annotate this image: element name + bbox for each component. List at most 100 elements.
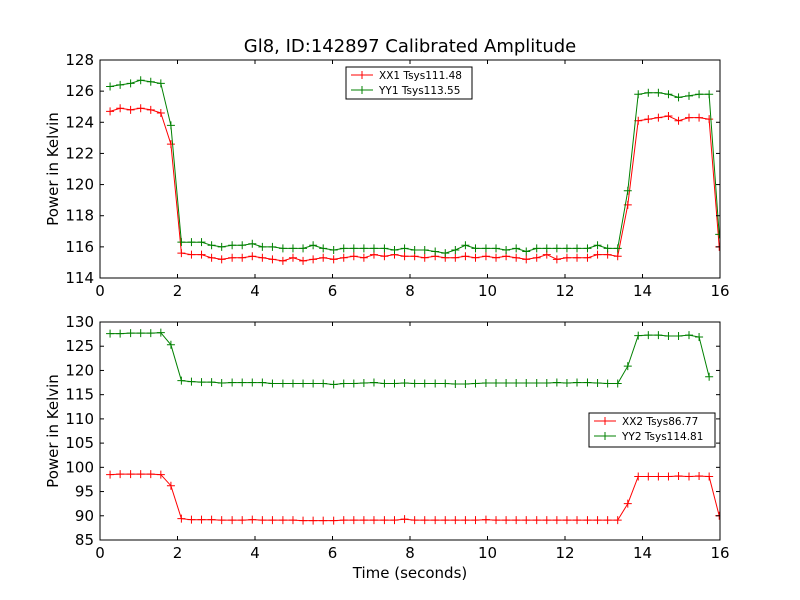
y-tick-label: 90 <box>75 507 94 525</box>
data-point <box>166 340 175 349</box>
data-point <box>573 253 582 262</box>
data-point <box>664 332 673 341</box>
legend-label: XX1 Tsys111.48 <box>379 70 462 82</box>
data-point <box>522 255 531 264</box>
data-point <box>217 242 226 251</box>
data-point <box>441 379 450 388</box>
y-tick-label: 100 <box>65 458 94 476</box>
data-point <box>248 378 257 387</box>
y-axis-label: Power in Kelvin <box>44 374 62 488</box>
data-point <box>278 244 287 253</box>
data-point <box>288 244 297 253</box>
data-point <box>146 329 155 338</box>
data-point <box>380 379 389 388</box>
legend-marker <box>601 432 609 440</box>
data-point <box>492 253 501 262</box>
y-tick-label: 85 <box>75 531 94 549</box>
data-point <box>319 379 328 388</box>
data-point <box>359 244 368 253</box>
data-point <box>674 472 683 481</box>
data-point <box>309 516 318 525</box>
data-point <box>613 244 622 253</box>
data-point <box>329 245 338 254</box>
data-point <box>420 516 429 525</box>
data-point <box>258 253 267 262</box>
data-point <box>674 116 683 125</box>
data-point <box>177 514 186 523</box>
data-point <box>685 331 693 340</box>
data-point <box>634 331 643 340</box>
data-point <box>369 516 378 525</box>
data-point <box>562 516 571 525</box>
data-point <box>197 378 206 387</box>
data-point <box>654 472 663 481</box>
x-tick-label: 8 <box>405 544 415 562</box>
data-point <box>339 253 348 262</box>
data-point <box>705 115 714 124</box>
y-tick-label: 116 <box>65 238 94 256</box>
data-point <box>471 253 480 262</box>
data-point <box>248 252 257 261</box>
y-tick-label: 118 <box>65 207 94 225</box>
data-point <box>542 244 551 253</box>
data-point <box>623 499 632 508</box>
data-point <box>268 242 277 251</box>
data-point <box>146 77 155 86</box>
data-point <box>146 105 155 114</box>
data-point <box>695 90 704 99</box>
data-point <box>644 115 653 124</box>
data-point <box>431 379 440 388</box>
data-point <box>217 516 226 525</box>
y-tick-label: 124 <box>65 113 94 131</box>
data-point <box>400 515 409 524</box>
data-point <box>552 244 561 253</box>
y-tick-label: 110 <box>65 410 94 428</box>
data-point <box>329 380 338 389</box>
y-tick-label: 120 <box>65 176 94 194</box>
data-point <box>339 379 348 388</box>
data-point <box>502 379 511 388</box>
data-point <box>542 516 551 525</box>
data-point <box>248 239 257 248</box>
data-point <box>481 252 490 261</box>
x-tick-label: 4 <box>250 544 260 562</box>
data-point <box>644 88 653 97</box>
legend-label: YY1 Tsys113.55 <box>378 85 460 97</box>
data-point <box>502 245 511 254</box>
data-point <box>268 255 277 264</box>
data-point <box>156 108 165 117</box>
data-point <box>116 104 125 113</box>
series-1 <box>106 470 720 525</box>
data-point <box>420 379 429 388</box>
data-point <box>268 516 277 525</box>
data-point <box>664 90 673 99</box>
data-point <box>106 82 115 91</box>
x-tick-label: 12 <box>555 282 574 300</box>
data-point <box>126 105 135 114</box>
legend-label: YY2 Tsys114.81 <box>621 431 703 443</box>
data-point <box>552 255 561 264</box>
y-tick-label: 130 <box>65 313 94 331</box>
data-point <box>156 328 165 337</box>
x-tick-label: 0 <box>95 282 105 300</box>
data-point <box>542 379 551 388</box>
data-point <box>309 241 318 250</box>
data-point <box>390 379 399 388</box>
data-point <box>309 379 318 388</box>
x-tick-label: 6 <box>328 282 338 300</box>
data-point <box>166 121 175 130</box>
series-2 <box>106 76 720 258</box>
data-point <box>156 470 165 479</box>
data-point <box>441 249 450 258</box>
data-point <box>431 516 440 525</box>
data-point <box>502 516 511 525</box>
data-point <box>400 379 409 388</box>
legend-label: XX2 Tsys86.77 <box>622 416 698 428</box>
data-point <box>613 516 622 525</box>
data-point <box>207 378 216 387</box>
data-point <box>116 329 125 338</box>
data-point <box>481 379 490 388</box>
data-point <box>685 91 693 100</box>
plots-container: 0 2 4 6 8 10 12 14 16114116118120122124126128Pow… <box>44 51 730 582</box>
